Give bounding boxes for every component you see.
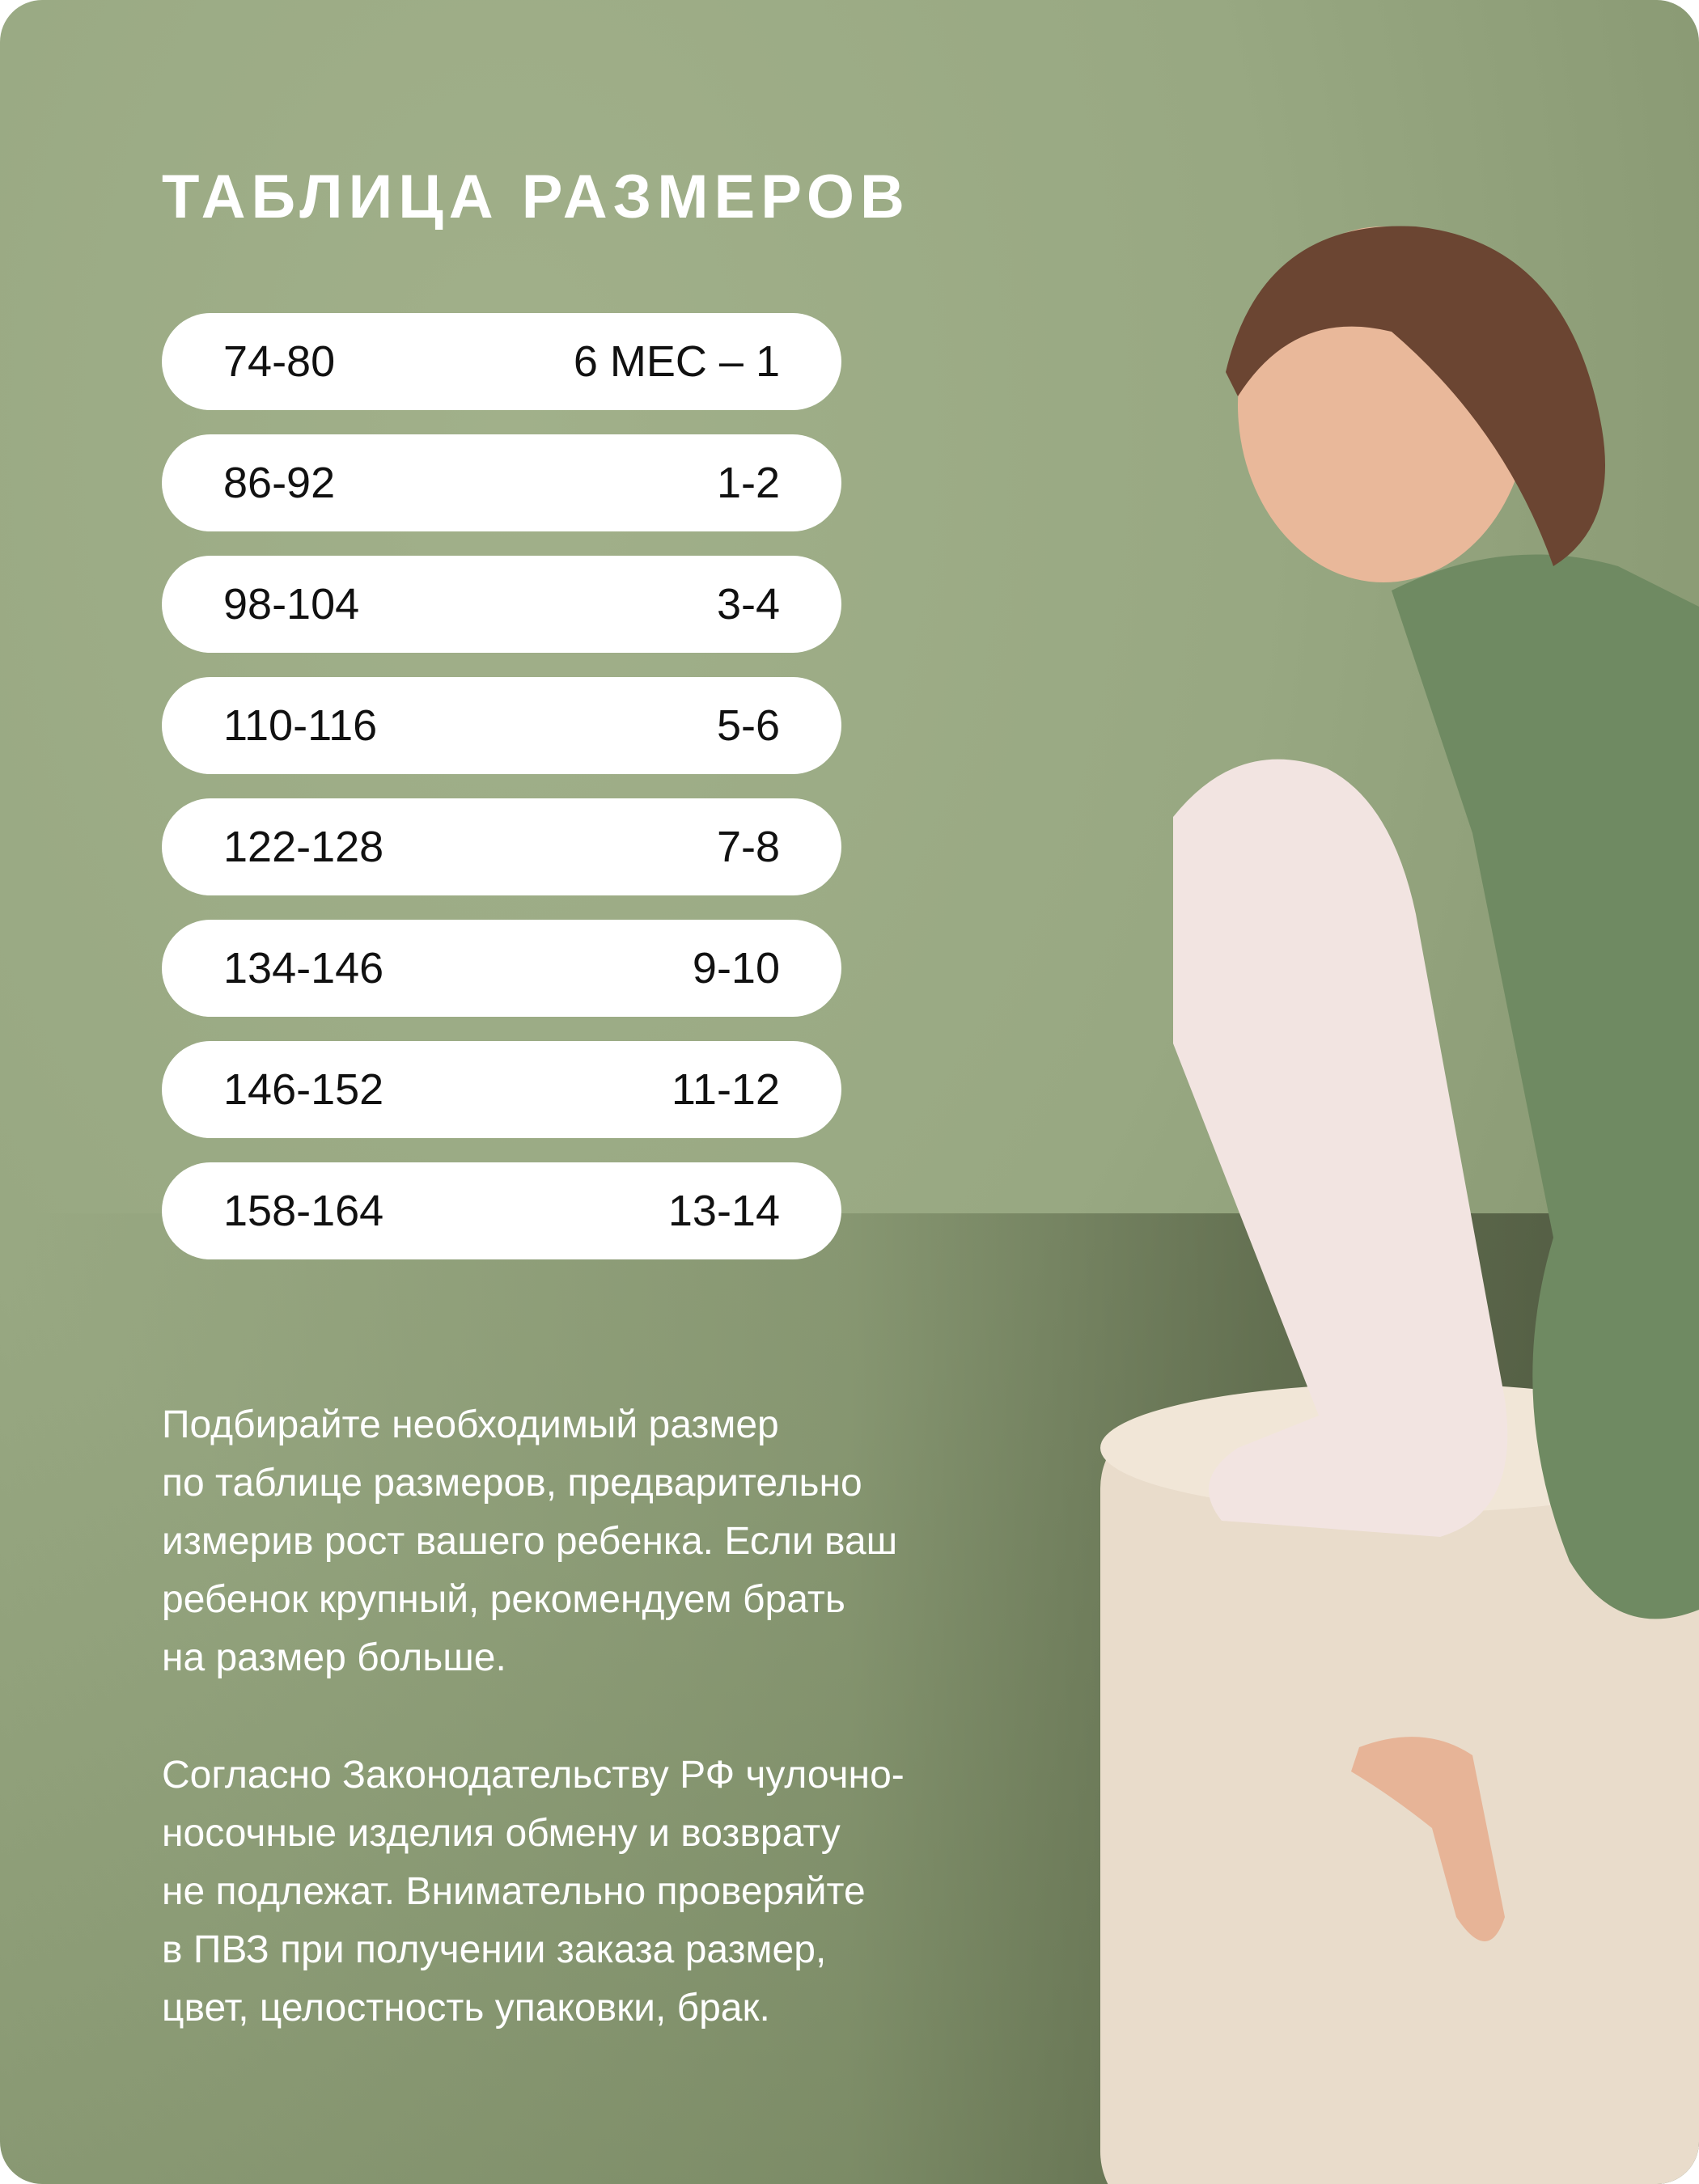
- text-line: ребенок крупный, рекомендуем брать: [162, 1578, 845, 1621]
- tights-legs: [1173, 759, 1508, 1537]
- age-range: 3-4: [716, 580, 780, 629]
- text-line: цвет, целостность упаковки, брак.: [162, 1987, 770, 2030]
- size-row: 110-116 5-6: [162, 677, 841, 774]
- height-range: 110-116: [223, 701, 378, 750]
- height-range: 146-152: [223, 1065, 384, 1114]
- hair: [1226, 226, 1605, 566]
- text-line: носочные изделия обмену и возврату: [162, 1812, 841, 1855]
- age-range: 13-14: [667, 1187, 780, 1235]
- size-row: 146-152 11-12: [162, 1041, 841, 1138]
- hand: [1351, 1737, 1505, 1941]
- text-line: измерив рост вашего ребенка. Если ваш: [162, 1520, 898, 1563]
- height-range: 134-146: [223, 944, 384, 993]
- size-table: 74-80 6 МЕС – 1 86-92 1-2 98-104 3-4 110-11…: [162, 313, 841, 1284]
- size-row: 158-164 13-14: [162, 1162, 841, 1259]
- text-line: Согласно Законодательству РФ чулочно-: [162, 1754, 905, 1797]
- text-line: Подбирайте необходимый размер: [162, 1403, 779, 1446]
- size-row: 122-128 7-8: [162, 798, 841, 895]
- height-range: 74-80: [223, 337, 336, 386]
- text-line: на размер больше.: [162, 1636, 506, 1679]
- age-range: 1-2: [716, 459, 780, 507]
- height-range: 122-128: [223, 823, 384, 871]
- size-row: 134-146 9-10: [162, 920, 841, 1017]
- return-policy-text: Согласно Законодательству РФ чулочно- но…: [162, 1746, 1092, 2038]
- height-range: 98-104: [223, 580, 360, 629]
- size-row: 86-92 1-2: [162, 434, 841, 531]
- height-range: 158-164: [223, 1187, 384, 1235]
- height-range: 86-92: [223, 459, 336, 507]
- text-line: не подлежат. Внимательно проверяйте: [162, 1870, 866, 1913]
- sizing-advice-text: Подбирайте необходимый размер по таблице…: [162, 1396, 1092, 1687]
- text-line: в ПВЗ при получении заказа размер,: [162, 1928, 827, 1971]
- age-range: 6 МЕС – 1: [573, 337, 780, 386]
- size-row: 74-80 6 МЕС – 1: [162, 313, 841, 410]
- age-range: 5-6: [716, 701, 780, 750]
- age-range: 7-8: [716, 823, 780, 871]
- green-sweater: [1392, 554, 1699, 1619]
- size-row: 98-104 3-4: [162, 556, 841, 653]
- child-photo: [1100, 226, 1699, 2184]
- age-range: 11-12: [671, 1065, 780, 1114]
- page-title: ТАБЛИЦА РАЗМЕРОВ: [162, 163, 910, 231]
- age-range: 9-10: [692, 944, 780, 993]
- text-line: по таблице размеров, предварительно: [162, 1462, 862, 1505]
